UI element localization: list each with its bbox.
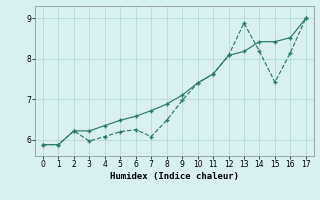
X-axis label: Humidex (Indice chaleur): Humidex (Indice chaleur) bbox=[110, 172, 239, 181]
